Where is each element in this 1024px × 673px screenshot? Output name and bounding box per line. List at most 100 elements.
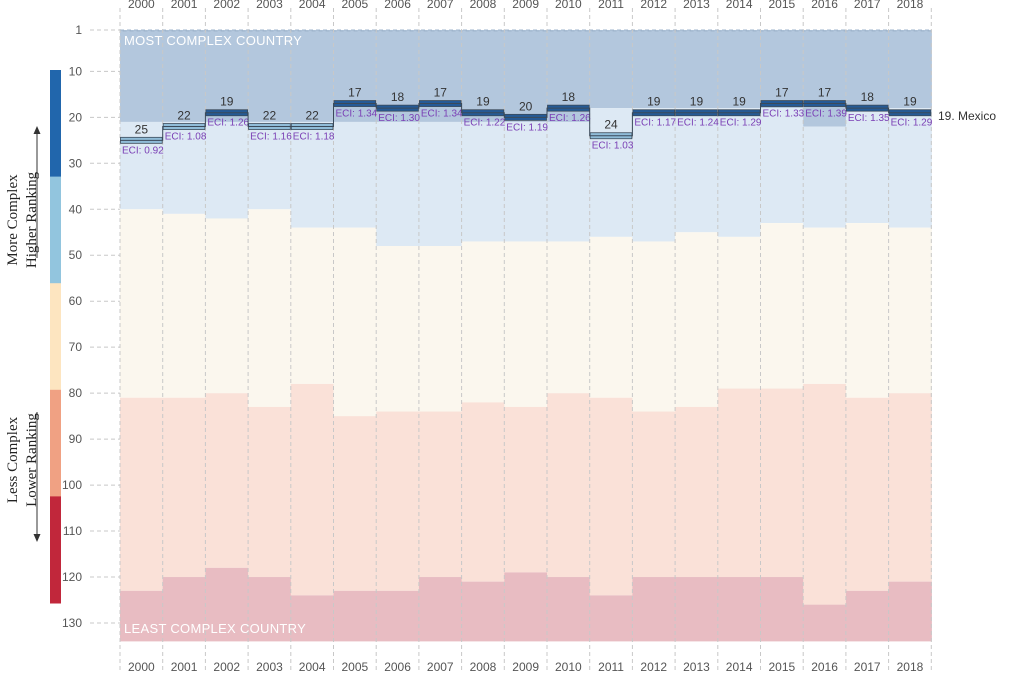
band-3-2000 (120, 397, 164, 591)
band-2-2013 (675, 232, 719, 407)
band-0-2009 (504, 30, 548, 122)
band-3-2007 (418, 411, 463, 578)
band-4-2002 (205, 567, 249, 642)
band-2-2001 (162, 213, 206, 398)
year-label-bottom-2000: 2000 (128, 660, 155, 673)
band-4-2004 (290, 595, 335, 642)
band-2-2017 (845, 223, 890, 398)
year-label-top-2003: 2003 (256, 0, 283, 11)
scale-segment-4 (50, 496, 61, 604)
y-tick-label-30: 30 (69, 156, 83, 170)
year-label-top-2014: 2014 (726, 0, 753, 11)
band-1-2010 (547, 121, 591, 242)
y-tick-label-100: 100 (62, 478, 82, 492)
eci-label-2006: ECI: 1.30 (378, 113, 420, 124)
band-0-2016 (803, 30, 847, 127)
eci-label-2014: ECI: 1.29 (720, 118, 762, 129)
year-label-bottom-2014: 2014 (726, 660, 753, 673)
year-label-bottom-2009: 2009 (512, 660, 539, 673)
rank-markers: 25 ECI: 0.92 22 ECI: 1.08 19 ECI: 1.26 22 ECI: … (120, 86, 933, 156)
band-1-2011 (589, 108, 633, 237)
band-4-2014 (717, 577, 762, 642)
year-label-top-2004: 2004 (299, 0, 326, 11)
band-4-2010 (547, 577, 591, 642)
band-2-2004 (290, 227, 335, 384)
band-0-2004 (290, 30, 335, 122)
band-0-2011 (589, 30, 633, 109)
band-4-2018 (888, 581, 932, 642)
y-tick-label-20: 20 (69, 110, 83, 124)
band-2-2009 (504, 241, 548, 407)
least-complex-label: LEAST COMPLEX COUNTRY (124, 621, 306, 636)
band-0-2000 (120, 30, 164, 122)
band-0-2012 (632, 30, 676, 109)
year-label-top-2002: 2002 (213, 0, 240, 11)
y-tick-label-80: 80 (69, 386, 83, 400)
rank-label-2012: 19 (647, 95, 661, 109)
band-1-2008 (461, 121, 505, 242)
year-label-bottom-2015: 2015 (768, 660, 795, 673)
band-0-2017 (845, 30, 890, 109)
band-1-2004 (290, 121, 335, 228)
year-labels-bottom: 2000 2001 2002 2003 2004 2005 2006 2007 2008 2009… (128, 660, 924, 673)
band-1-2013 (675, 108, 719, 233)
most-complex-label: MOST COMPLEX COUNTRY (124, 33, 302, 48)
band-1-2007 (418, 121, 463, 247)
y-tick-label-90: 90 (69, 432, 83, 446)
year-label-bottom-2013: 2013 (683, 660, 710, 673)
year-label-bottom-2010: 2010 (555, 660, 582, 673)
band-3-2008 (461, 402, 505, 582)
y-tick-label-50: 50 (69, 248, 83, 262)
side-label-top-line1: More Complex (5, 174, 21, 266)
scale-segment-0 (50, 70, 61, 178)
eci-label-2009: ECI: 1.19 (506, 122, 548, 133)
rank-label-2016: 17 (818, 86, 832, 100)
eci-label-2011: ECI: 1.03 (592, 141, 634, 152)
band-3-2016 (803, 383, 847, 605)
band-0-2002 (205, 30, 249, 122)
band-3-2002 (205, 393, 249, 568)
band-1-2018 (888, 108, 932, 228)
year-label-bottom-2018: 2018 (897, 660, 924, 673)
rank-label-2018: 19 (903, 95, 917, 109)
band-0-2013 (675, 30, 719, 109)
year-label-top-2012: 2012 (640, 0, 667, 11)
band-4-2009 (504, 572, 548, 642)
scale-segment-1 (50, 176, 61, 284)
complexity-color-scale (50, 70, 61, 604)
band-2-2007 (418, 246, 463, 412)
band-3-2005 (333, 416, 377, 591)
rank-label-2011: 24 (604, 118, 618, 132)
side-label-bottom-line2: Lower Ranking (24, 413, 40, 507)
y-tick-label-60: 60 (69, 294, 83, 308)
eci-label-2008: ECI: 1.22 (464, 118, 506, 129)
rank-label-2009: 20 (519, 99, 533, 113)
band-4-2000 (120, 590, 164, 642)
y-tick-label-10: 10 (69, 64, 83, 78)
rank-label-2000: 25 (135, 122, 149, 136)
band-3-2001 (162, 397, 206, 578)
band-4-2015 (760, 577, 804, 642)
y-tick-label-130: 130 (62, 616, 82, 630)
year-label-bottom-2006: 2006 (384, 660, 411, 673)
eci-label-2004: ECI: 1.18 (293, 132, 335, 143)
year-label-top-2009: 2009 (512, 0, 539, 11)
eci-label-2015: ECI: 1.33 (763, 109, 805, 120)
band-1-2015 (760, 108, 804, 224)
band-3-2015 (760, 388, 804, 578)
eci-label-2013: ECI: 1.24 (677, 118, 719, 129)
band-4-2003 (248, 577, 292, 642)
complexity-bands (119, 29, 932, 642)
rank-label-2014: 19 (732, 95, 746, 109)
band-2-2012 (632, 241, 676, 412)
eci-label-2003: ECI: 1.16 (250, 132, 292, 143)
band-3-2006 (376, 411, 420, 591)
scale-segment-3 (50, 389, 61, 497)
eci-label-2001: ECI: 1.08 (165, 132, 207, 143)
year-label-top-2017: 2017 (854, 0, 881, 11)
eci-label-2000: ECI: 0.92 (122, 145, 164, 156)
band-1-2006 (376, 121, 420, 247)
band-4-2001 (162, 577, 206, 642)
band-4-2013 (675, 577, 719, 642)
